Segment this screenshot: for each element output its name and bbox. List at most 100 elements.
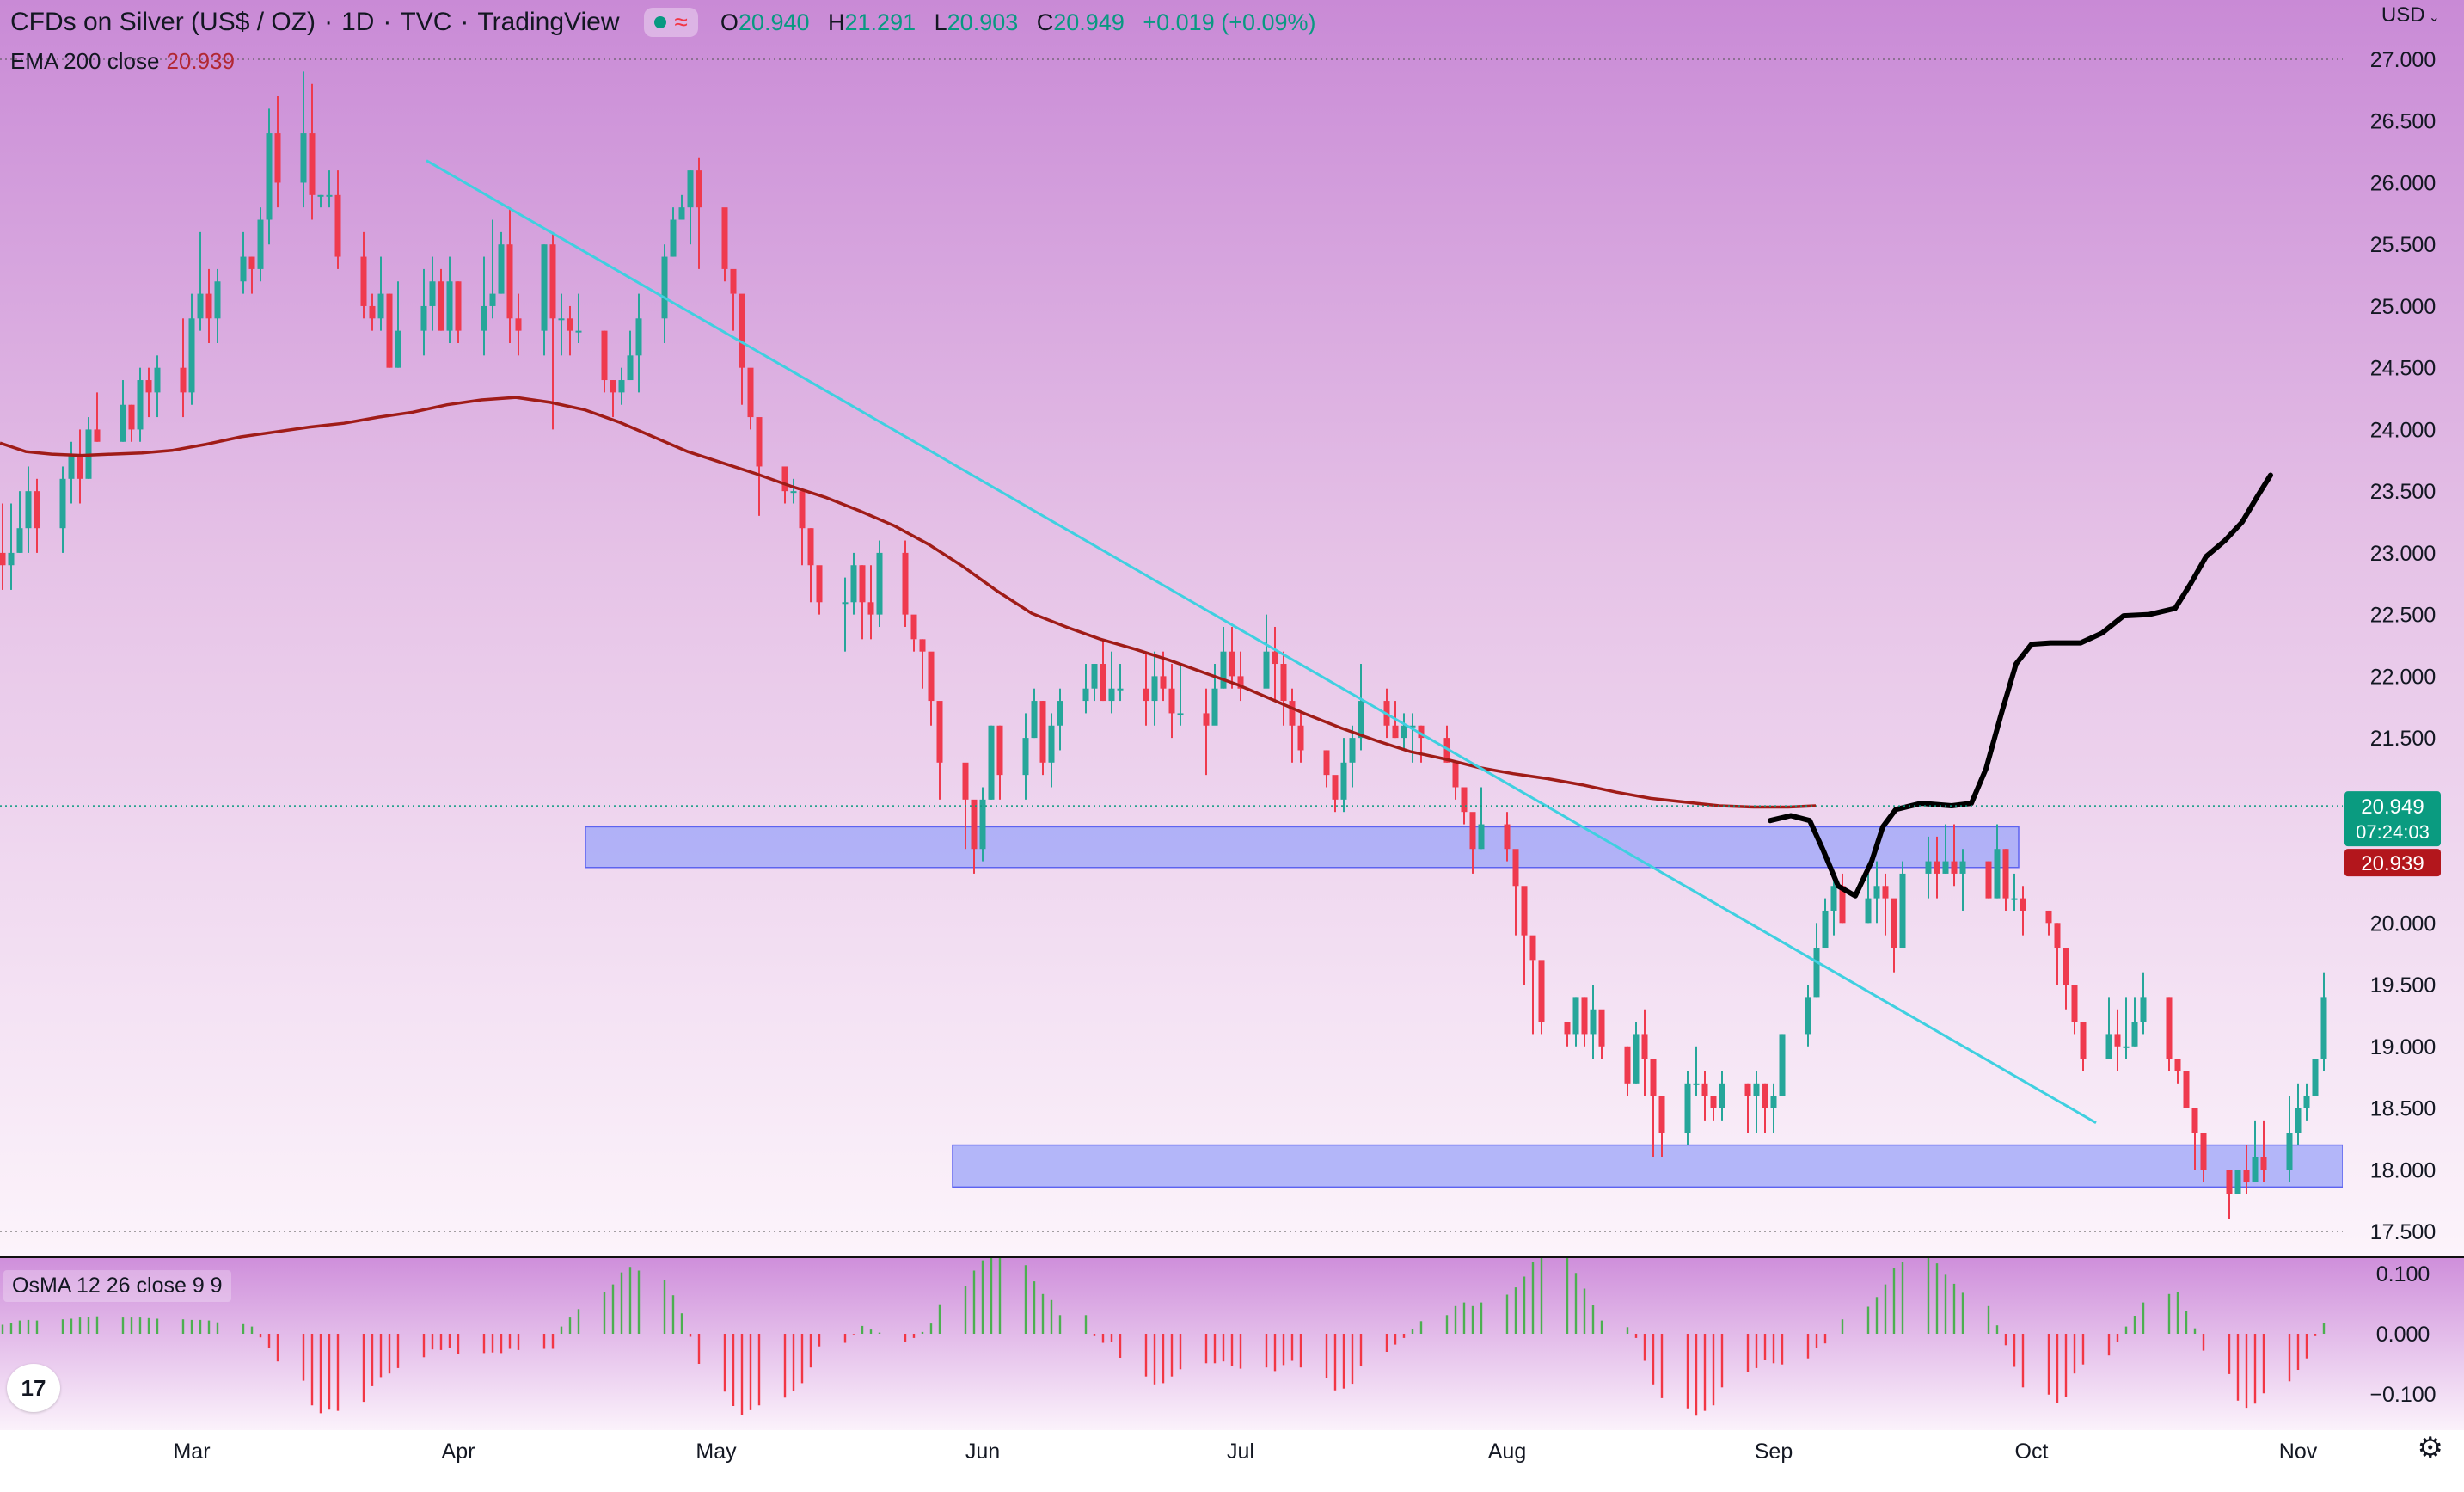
candle-body xyxy=(506,244,513,319)
last-price-tag-value: 20.949 xyxy=(2361,795,2424,819)
support-zones[interactable] xyxy=(585,826,2343,1188)
candle-body xyxy=(919,639,926,652)
time-tick-label: Nov xyxy=(2279,1440,2318,1464)
market-status-badge[interactable]: ≈ xyxy=(643,8,698,37)
candle-body xyxy=(928,651,935,702)
candle-body xyxy=(1392,725,1399,739)
candle-body xyxy=(2234,1170,2241,1194)
candle-body xyxy=(1151,676,1158,702)
candle-body xyxy=(1280,664,1287,702)
candle-body xyxy=(2114,1034,2121,1047)
candle-body xyxy=(2045,910,2052,924)
candle-body xyxy=(1168,688,1175,714)
candle-body xyxy=(438,281,444,331)
ema-legend-value: 20.939 xyxy=(166,48,235,74)
candle-body xyxy=(1229,651,1235,677)
close-label: C xyxy=(1036,9,1054,35)
candle-body xyxy=(154,367,161,393)
ema-legend[interactable]: EMA 200 close 20.939 xyxy=(10,48,235,75)
ema-200-line xyxy=(0,396,1817,809)
price-tick-label: 20.000 xyxy=(2370,912,2436,936)
candle-body xyxy=(1452,762,1459,788)
projection-group[interactable] xyxy=(1768,472,2273,899)
candle-body xyxy=(120,404,126,442)
candle-body xyxy=(2312,1059,2319,1096)
candle-body xyxy=(1082,688,1089,702)
osma-legend[interactable]: OsMA 12 26 close 9 9 xyxy=(3,1270,231,1302)
candle-body xyxy=(850,565,857,603)
candle-body xyxy=(68,454,75,479)
candle-body xyxy=(1770,1096,1777,1108)
candle-body xyxy=(1710,1096,1717,1108)
candle-body xyxy=(1418,725,1425,739)
candle-body xyxy=(876,552,883,615)
candle-body xyxy=(2123,1046,2130,1048)
candle-body xyxy=(248,256,255,269)
candle-body xyxy=(1822,910,1829,949)
candle-body xyxy=(2131,1022,2138,1047)
candle-body xyxy=(8,552,15,566)
candle-body xyxy=(266,133,273,220)
candle-body xyxy=(2191,1108,2198,1133)
market-open-dot-icon xyxy=(653,16,666,28)
candle-body xyxy=(790,491,797,494)
candle-body xyxy=(2071,985,2078,1022)
candle-body xyxy=(77,454,83,479)
price-tick-label: 25.000 xyxy=(2370,295,2436,319)
time-tick-label: May xyxy=(696,1440,737,1464)
candle-body xyxy=(137,380,144,430)
candle-body xyxy=(1323,750,1330,776)
candle-body xyxy=(1401,725,1407,739)
interval-label[interactable]: 1D xyxy=(341,8,375,36)
price-tick-label: 17.500 xyxy=(2370,1220,2436,1244)
support-zone-rect[interactable] xyxy=(952,1144,2343,1188)
ema-legend-label: EMA 200 close xyxy=(10,48,160,74)
candle-body xyxy=(2105,1034,2112,1059)
candle-body xyxy=(756,417,763,467)
time-axis[interactable]: MarAprMayJunJulAugSepOctNovDec2023Feb xyxy=(173,1440,2464,1464)
candle-body xyxy=(395,330,401,368)
trendline[interactable] xyxy=(426,159,2097,1125)
candle-body xyxy=(1478,824,1485,850)
tradingview-logo-icon[interactable]: 17 xyxy=(7,1364,60,1412)
candle-body xyxy=(1461,787,1468,813)
gear-icon[interactable]: ⚙ xyxy=(2417,1432,2443,1464)
candle-body xyxy=(446,281,453,331)
candle-body xyxy=(1108,688,1115,702)
candle-body xyxy=(1633,1034,1640,1084)
price-tick-label: 22.000 xyxy=(2370,665,2436,689)
candle-body xyxy=(1091,664,1098,689)
candle-body xyxy=(94,429,101,442)
support-zone-rect[interactable] xyxy=(585,826,2020,869)
currency-selector[interactable]: USD ⌄ xyxy=(2381,3,2440,28)
candle-body xyxy=(1934,861,1940,874)
candle-body xyxy=(2320,997,2327,1059)
candle-body xyxy=(1409,725,1416,728)
candle-body xyxy=(1022,738,1029,776)
candle-body xyxy=(481,305,487,331)
candle-body xyxy=(59,478,66,529)
candle-body xyxy=(1899,873,1906,949)
candle-body xyxy=(1658,1096,1665,1133)
candle-body xyxy=(627,355,634,381)
symbol-title[interactable]: CFDs on Silver (US$ / OZ) xyxy=(10,8,316,36)
ema-price-tag xyxy=(2344,849,2441,877)
candle-body xyxy=(197,293,204,319)
trendline-group[interactable] xyxy=(426,159,2097,1125)
candle-body xyxy=(721,207,728,269)
candle-body xyxy=(1779,1034,1786,1096)
projection-path[interactable] xyxy=(1768,472,2273,899)
candle-body xyxy=(747,367,754,418)
price-tick-label: 19.500 xyxy=(2370,973,2436,998)
symbol-header[interactable]: CFDs on Silver (US$ / OZ) · 1D · TVC · T… xyxy=(10,5,1328,40)
candle-body xyxy=(377,293,384,319)
candle-body xyxy=(1143,688,1149,702)
price-tick-label: 22.500 xyxy=(2370,604,2436,628)
candle-body xyxy=(610,380,616,393)
candle-body xyxy=(1521,886,1528,936)
candle-body xyxy=(2286,1133,2293,1170)
price-tick-label: 26.500 xyxy=(2370,110,2436,134)
candle-body xyxy=(0,552,6,566)
candle-body xyxy=(1813,948,1820,998)
